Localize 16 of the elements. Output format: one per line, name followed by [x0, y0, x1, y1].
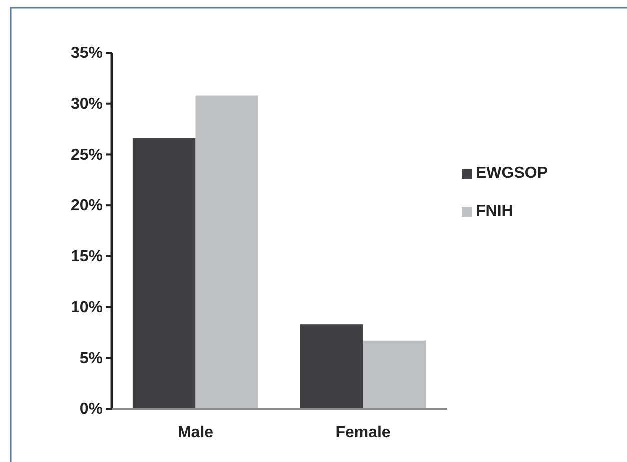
- x-tick-label: Female: [336, 424, 391, 442]
- legend-label: FNIH: [476, 203, 514, 220]
- y-tick-label: 10%: [70, 299, 103, 316]
- y-tick-label: 5%: [80, 350, 103, 368]
- bar: [300, 324, 364, 409]
- legend-label: EWGSOP: [476, 165, 548, 182]
- y-tick-label: 35%: [70, 45, 103, 62]
- y-tick-label: 20%: [70, 198, 103, 215]
- y-tick-label: 25%: [70, 146, 103, 164]
- y-tick-label: 30%: [70, 96, 103, 113]
- bar: [363, 340, 426, 409]
- y-tick-label: 15%: [70, 248, 103, 266]
- bar: [196, 96, 259, 409]
- x-tick-label: Male: [178, 424, 214, 442]
- bar: [132, 138, 196, 409]
- y-tick-label: 0%: [80, 401, 103, 418]
